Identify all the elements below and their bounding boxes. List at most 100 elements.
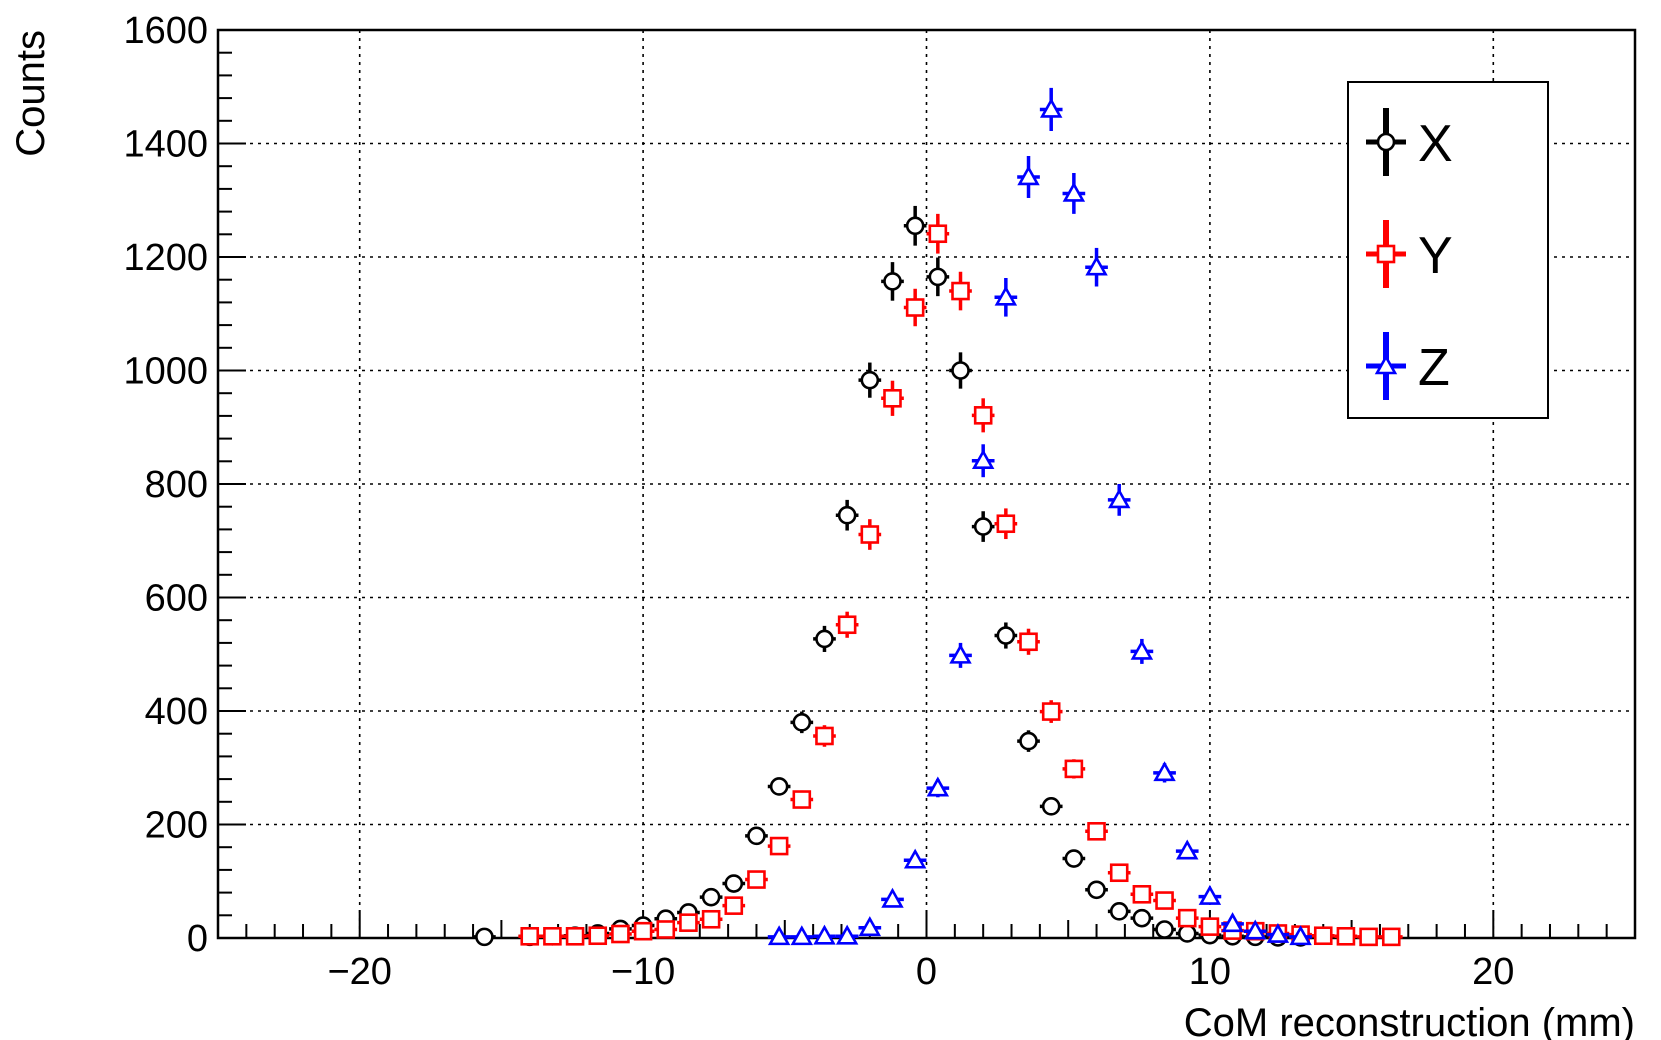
data-point — [815, 726, 834, 746]
data-point — [633, 921, 653, 941]
data-point — [1062, 181, 1086, 202]
data-point — [701, 887, 721, 907]
data-point — [1177, 908, 1197, 928]
x-tick-label: 0 — [916, 951, 937, 993]
legend-marker — [1376, 244, 1396, 264]
y-tick-label: 1200 — [123, 237, 208, 279]
series-x — [473, 205, 1312, 947]
data-point — [905, 216, 925, 236]
data-point — [1177, 924, 1197, 943]
data-point — [1085, 255, 1108, 276]
series-z — [767, 87, 1312, 946]
data-point — [1087, 880, 1106, 900]
data-point — [905, 298, 925, 317]
data-point — [860, 370, 880, 390]
data-point — [813, 924, 836, 945]
plot-frame — [216, 28, 1637, 940]
data-point — [747, 826, 766, 846]
data-point — [724, 896, 744, 915]
data-point — [926, 776, 950, 797]
data-point — [611, 924, 630, 944]
data-point — [949, 643, 972, 664]
data-point — [996, 626, 1016, 645]
data-point — [883, 272, 902, 291]
data-point — [767, 925, 791, 946]
data-point — [1109, 902, 1129, 921]
data-point — [520, 926, 540, 946]
data-point — [1200, 917, 1220, 936]
data-point — [1381, 927, 1401, 947]
data-point — [860, 525, 880, 544]
data-point — [1087, 822, 1106, 841]
data-point — [1132, 908, 1152, 928]
data-point — [971, 449, 995, 470]
data-point — [769, 777, 789, 796]
data-point — [588, 926, 608, 946]
x-tick-label: 10 — [1189, 951, 1231, 993]
data-point — [792, 790, 812, 809]
x-tick-labels: −20 −10 0 10 20 — [327, 951, 1514, 993]
data-point — [1109, 863, 1129, 883]
data-point — [951, 361, 970, 380]
y-tick-label: 800 — [145, 464, 208, 506]
data-point — [1132, 885, 1152, 904]
data-point — [769, 836, 789, 856]
legend-entry-y: Y — [1366, 220, 1453, 288]
data-point — [1019, 731, 1038, 751]
legend-label: Z — [1418, 339, 1450, 397]
data-point — [1313, 926, 1333, 946]
data-point — [1064, 759, 1084, 779]
y-tick-label: 200 — [145, 805, 208, 847]
x-tick-label: −20 — [327, 951, 391, 993]
data-point — [1107, 488, 1131, 509]
data-point — [1017, 165, 1040, 186]
y-tick-label: 1400 — [123, 124, 208, 166]
data-point — [973, 517, 993, 536]
y-tick-labels: 0 200 400 600 800 1000 1200 1400 1600 — [123, 10, 208, 960]
data-points — [473, 87, 1403, 947]
data-point — [928, 267, 948, 287]
legend-label: X — [1418, 115, 1453, 173]
y-tick-label: 1600 — [123, 10, 208, 52]
series-y — [518, 213, 1403, 947]
y-tick-label: 1000 — [123, 351, 208, 393]
data-point — [883, 389, 902, 408]
legend-marker — [1374, 354, 1398, 375]
legend-label: Y — [1418, 227, 1453, 285]
data-point — [1041, 797, 1061, 816]
data-point — [1019, 632, 1038, 652]
data-point — [837, 505, 857, 525]
data-point — [1336, 926, 1356, 946]
data-point — [996, 514, 1016, 534]
x-axis-title: CoM reconstruction (mm) — [1184, 1001, 1635, 1040]
legend-entry-x: X — [1366, 108, 1453, 176]
data-point — [792, 713, 812, 732]
data-point — [994, 285, 1018, 306]
y-tick-label: 400 — [145, 691, 208, 733]
data-point — [1359, 927, 1378, 947]
legend: XYZ — [1347, 81, 1549, 419]
data-point — [928, 224, 948, 244]
y-axis-title: Counts — [9, 30, 53, 157]
data-point — [1155, 891, 1174, 910]
data-point — [903, 848, 927, 869]
data-point — [1176, 839, 1199, 860]
data-point — [1155, 920, 1174, 939]
legend-entry-z: Z — [1366, 332, 1450, 400]
x-tick-label: 20 — [1472, 951, 1514, 993]
x-tick-label: −10 — [611, 951, 675, 993]
data-point — [837, 615, 857, 635]
y-tick-label: 0 — [187, 918, 208, 960]
data-point — [790, 925, 814, 946]
data-point — [565, 926, 585, 946]
data-point — [475, 927, 494, 947]
data-point — [1130, 639, 1154, 660]
data-point — [1289, 925, 1312, 946]
data-point — [1064, 849, 1084, 868]
legend-marker — [1376, 132, 1396, 152]
data-point — [815, 629, 834, 649]
data-point — [679, 913, 698, 932]
data-point — [724, 874, 744, 893]
data-point — [701, 909, 721, 929]
